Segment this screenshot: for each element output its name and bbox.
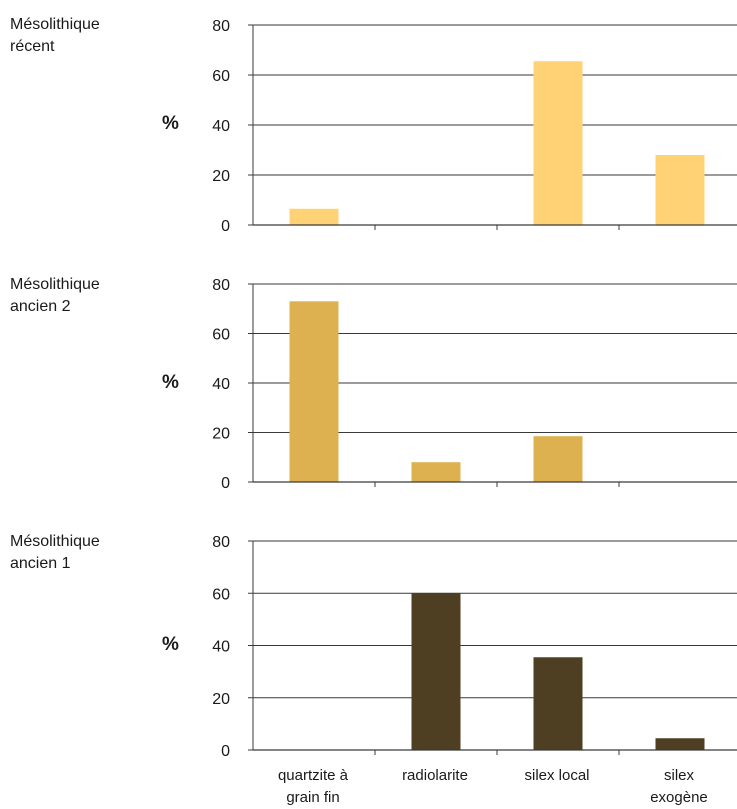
y-tick-label: 80 <box>212 534 230 551</box>
y-tick-label: 60 <box>212 68 230 85</box>
y-tick-label: 0 <box>221 475 230 492</box>
y-axis-label: % <box>162 634 179 655</box>
y-axis-label: % <box>162 372 179 393</box>
panel-title: Mésolithique ancien 1 <box>10 533 100 572</box>
y-tick-label: 60 <box>212 586 230 603</box>
y-tick-label: 40 <box>212 639 230 656</box>
bar <box>655 738 705 750</box>
y-tick-label: 80 <box>212 18 230 35</box>
y-axis-label: % <box>162 113 179 134</box>
bar <box>289 301 339 482</box>
y-tick-label: 40 <box>212 376 230 393</box>
panel-title: Mésolithique récent <box>10 16 100 55</box>
bar <box>655 155 705 225</box>
y-tick-label: 0 <box>221 218 230 235</box>
y-tick-label: 20 <box>212 691 230 708</box>
y-tick-label: 20 <box>212 426 230 443</box>
panel-title: Mésolithique ancien 2 <box>10 276 100 315</box>
x-tick-label: radiolarite <box>402 767 468 784</box>
bar <box>533 436 583 482</box>
x-tick-label: silex local <box>524 767 590 784</box>
y-tick-label: 20 <box>212 168 230 185</box>
y-tick-label: 60 <box>212 327 230 344</box>
y-tick-label: 0 <box>221 743 230 760</box>
bar <box>533 657 583 750</box>
x-tick-label: silex exogène <box>650 767 708 806</box>
y-tick-label: 40 <box>212 118 230 135</box>
x-tick-label: quartzite à grain fin <box>277 767 349 806</box>
bar <box>411 462 461 482</box>
bar <box>533 61 583 225</box>
y-tick-label: 80 <box>212 277 230 294</box>
bar <box>289 208 339 225</box>
bar <box>411 593 461 750</box>
